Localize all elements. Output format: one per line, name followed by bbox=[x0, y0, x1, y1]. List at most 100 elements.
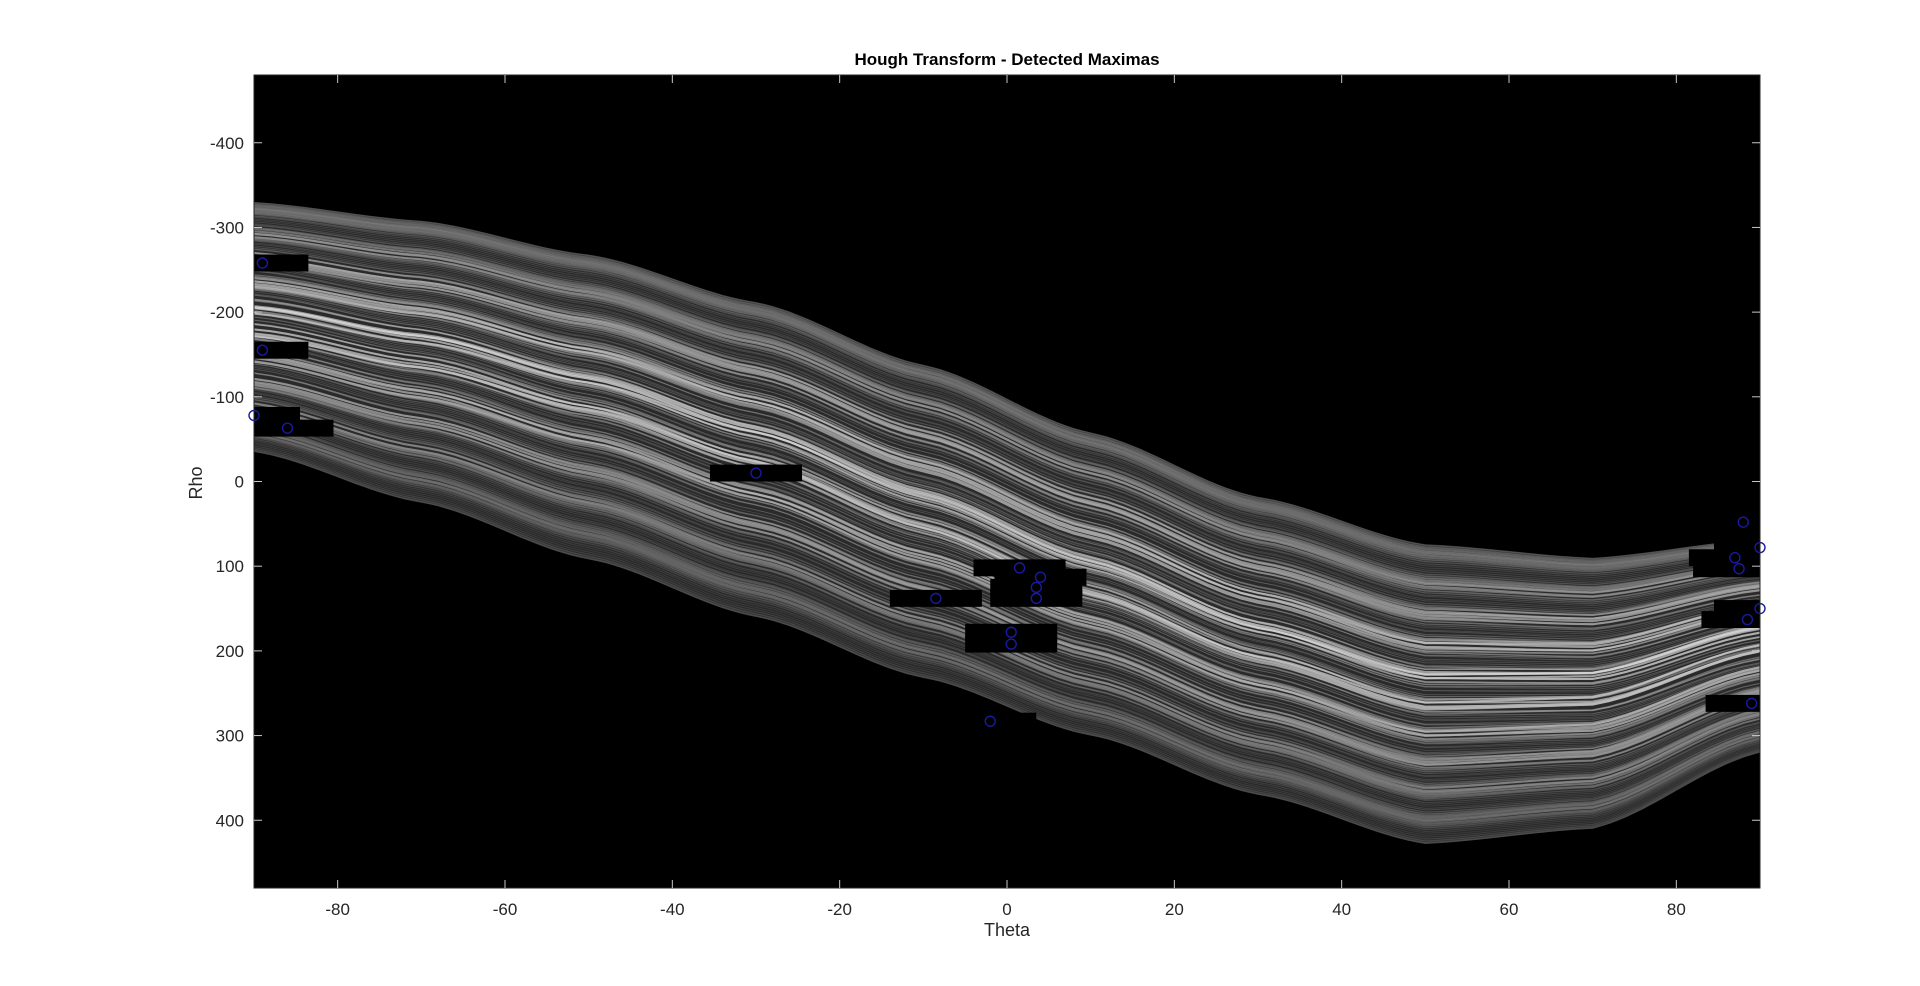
hough-curve bbox=[254, 422, 1760, 813]
hough-curve bbox=[254, 270, 1760, 639]
hough-curve bbox=[254, 274, 1760, 643]
hough-curve bbox=[254, 310, 1760, 686]
hough-curve bbox=[254, 410, 1760, 800]
hough-curve bbox=[254, 239, 1760, 603]
hough-curve bbox=[254, 228, 1760, 590]
x-tick-label: 0 bbox=[1002, 900, 1011, 919]
peak-neighborhood bbox=[965, 635, 1058, 653]
hough-curve bbox=[254, 215, 1760, 575]
hough-curve bbox=[254, 313, 1760, 689]
hough-curve bbox=[254, 219, 1760, 580]
hough-curve bbox=[254, 227, 1760, 588]
hough-curve bbox=[254, 305, 1760, 674]
x-tick-label: -40 bbox=[660, 900, 685, 919]
hough-curve bbox=[254, 436, 1760, 829]
hough-curve bbox=[254, 366, 1760, 751]
hough-curve bbox=[254, 280, 1760, 646]
hough-curve bbox=[254, 289, 1760, 661]
hough-curve bbox=[254, 433, 1760, 825]
hough-curve bbox=[254, 236, 1760, 599]
accumulator-image bbox=[254, 202, 1760, 844]
hough-curve bbox=[254, 238, 1760, 601]
hough-curve bbox=[254, 372, 1760, 755]
hough-curve bbox=[254, 372, 1760, 757]
x-axis-ticks: -80 -60 -40 -20 0 20 40 60 80 bbox=[325, 75, 1686, 919]
hough-curve bbox=[254, 205, 1760, 564]
hough-curve bbox=[254, 247, 1760, 612]
peak-marker bbox=[1737, 516, 1749, 528]
y-axis-ticks: -400 -300 -200 -100 0 100 200 300 400 bbox=[210, 134, 1760, 830]
hough-curve bbox=[254, 293, 1760, 667]
hough-curve bbox=[254, 230, 1760, 592]
peak-marker bbox=[1741, 613, 1754, 626]
hough-curve bbox=[254, 413, 1760, 801]
hough-curve bbox=[254, 242, 1760, 607]
hough-curve bbox=[254, 368, 1760, 754]
hough-curve bbox=[254, 313, 1760, 692]
y-tick-label: 300 bbox=[216, 727, 244, 746]
hough-curve bbox=[254, 288, 1760, 658]
y-axis-label: Rho bbox=[186, 466, 206, 499]
y-tick-label: 0 bbox=[235, 473, 244, 492]
peak-marker bbox=[281, 422, 294, 434]
hough-curve bbox=[254, 425, 1760, 816]
hough-curve bbox=[254, 223, 1760, 584]
peak-marker bbox=[930, 592, 942, 605]
hough-curve bbox=[254, 448, 1760, 842]
x-tick-label: -20 bbox=[827, 900, 852, 919]
hough-curve bbox=[254, 263, 1760, 630]
hough-curve bbox=[254, 245, 1760, 610]
hough-curve bbox=[254, 417, 1760, 807]
peak-neighborhood bbox=[254, 341, 309, 359]
hough-curve bbox=[254, 447, 1760, 840]
peak-marker bbox=[1745, 697, 1758, 710]
peak-marker bbox=[1005, 638, 1017, 650]
hough-curve bbox=[254, 262, 1760, 631]
hough-curve bbox=[254, 277, 1760, 645]
hough-curve bbox=[254, 208, 1760, 567]
chart-title: Hough Transform - Detected Maximas bbox=[854, 50, 1159, 69]
peak-neighborhood bbox=[1705, 694, 1760, 712]
peak-neighborhood bbox=[254, 419, 334, 437]
hough-curve bbox=[254, 294, 1760, 668]
peak-marker bbox=[1733, 563, 1745, 575]
hough-curve bbox=[254, 256, 1760, 620]
hough-curve bbox=[254, 218, 1760, 578]
x-tick-label: -60 bbox=[493, 900, 518, 919]
peak-marker bbox=[750, 467, 762, 479]
hough-curve bbox=[254, 430, 1760, 822]
hough-curve bbox=[254, 440, 1760, 832]
hough-curve bbox=[254, 413, 1760, 804]
hough-curve bbox=[254, 426, 1760, 818]
hough-curve bbox=[254, 410, 1760, 798]
y-tick-label: -200 bbox=[210, 303, 244, 322]
hough-curve bbox=[254, 267, 1760, 637]
hough-curve bbox=[254, 441, 1760, 834]
x-axis-label: Theta bbox=[984, 920, 1031, 940]
hough-curve bbox=[254, 443, 1760, 836]
hough-curve bbox=[254, 224, 1760, 586]
peak-marker bbox=[1034, 571, 1047, 583]
y-tick-label: -400 bbox=[210, 134, 244, 153]
y-tick-label: -100 bbox=[210, 388, 244, 407]
hough-curve bbox=[254, 207, 1760, 566]
hough-curve bbox=[254, 312, 1760, 681]
peak-marker bbox=[1729, 552, 1741, 564]
peak-marker bbox=[256, 257, 269, 269]
hough-curve bbox=[254, 210, 1760, 570]
hough-curve bbox=[254, 450, 1760, 844]
y-tick-label: 100 bbox=[216, 557, 244, 576]
peak-marker bbox=[256, 344, 269, 356]
y-tick-label: 400 bbox=[216, 811, 244, 830]
peak-marker bbox=[1030, 581, 1042, 594]
hough-curve bbox=[254, 434, 1760, 827]
hough-curve bbox=[254, 307, 1760, 680]
hough-curve bbox=[254, 316, 1760, 696]
hough-curve bbox=[254, 298, 1760, 671]
peak-neighborhood bbox=[990, 589, 1083, 607]
hough-curve bbox=[254, 438, 1760, 831]
hough-curve bbox=[254, 266, 1760, 635]
hough-curve bbox=[254, 421, 1760, 811]
hough-curve bbox=[254, 284, 1760, 652]
hough-curve bbox=[254, 260, 1760, 626]
